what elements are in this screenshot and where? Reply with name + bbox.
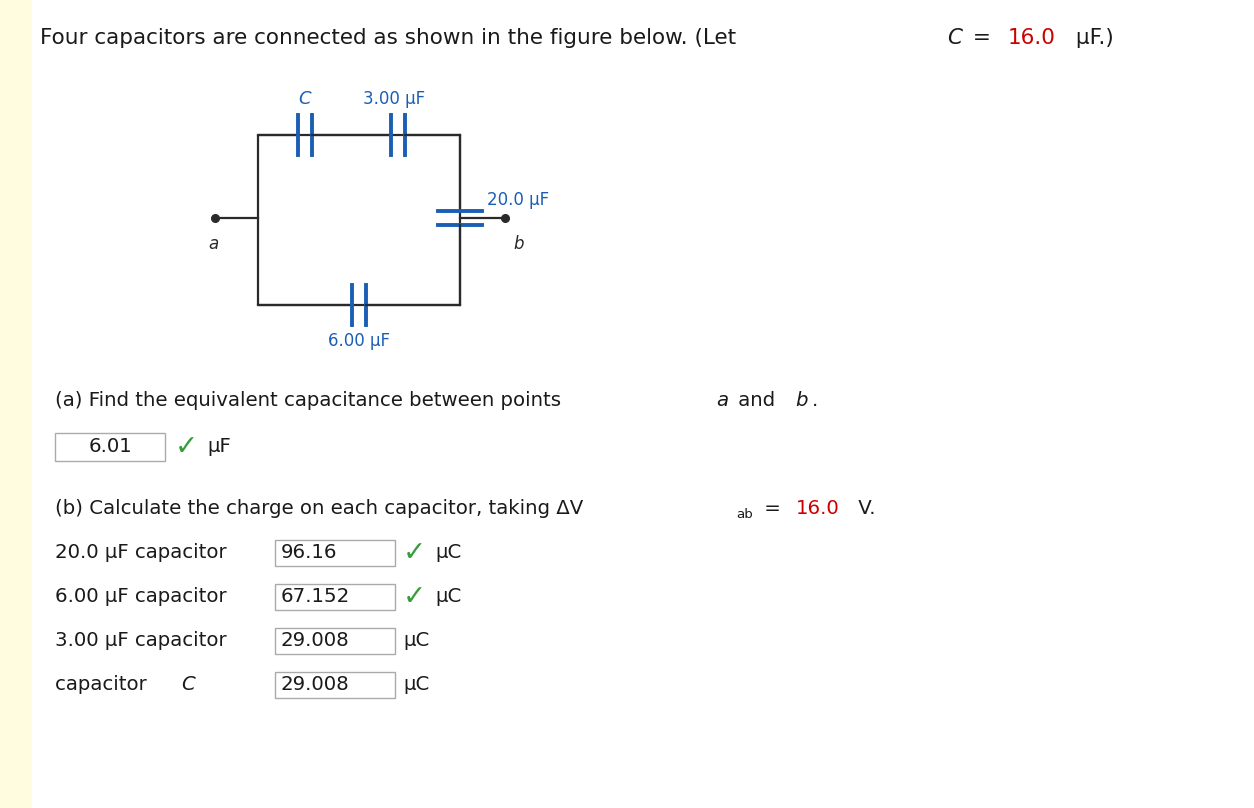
- Text: (b) Calculate the charge on each capacitor, taking ΔV: (b) Calculate the charge on each capacit…: [55, 499, 583, 517]
- FancyBboxPatch shape: [55, 433, 166, 461]
- Text: μC: μC: [403, 632, 429, 650]
- Text: C: C: [947, 28, 962, 48]
- Text: 20.0 μF capacitor: 20.0 μF capacitor: [55, 544, 227, 562]
- Text: μF: μF: [207, 437, 231, 457]
- Text: 29.008: 29.008: [281, 632, 350, 650]
- Text: 96.16: 96.16: [281, 544, 337, 562]
- Text: ✓: ✓: [403, 539, 426, 567]
- FancyBboxPatch shape: [275, 584, 395, 610]
- Text: capacitor: capacitor: [55, 675, 153, 695]
- Text: =: =: [967, 28, 998, 48]
- Text: 6.00 μF: 6.00 μF: [329, 332, 390, 350]
- Text: 3.00 μF capacitor: 3.00 μF capacitor: [55, 632, 227, 650]
- Text: μC: μC: [403, 675, 429, 695]
- Text: ✓: ✓: [176, 433, 198, 461]
- Text: 6.00 μF capacitor: 6.00 μF capacitor: [55, 587, 227, 607]
- Text: (a) Find the equivalent capacitance between points: (a) Find the equivalent capacitance betw…: [55, 390, 567, 410]
- Text: and: and: [732, 390, 781, 410]
- Text: ab: ab: [736, 507, 754, 520]
- Text: =: =: [759, 499, 788, 517]
- Text: b: b: [795, 390, 808, 410]
- Text: μC: μC: [435, 544, 461, 562]
- Text: C: C: [298, 90, 311, 108]
- Text: V.: V.: [853, 499, 875, 517]
- FancyBboxPatch shape: [275, 540, 395, 566]
- Text: 67.152: 67.152: [281, 587, 350, 607]
- Bar: [0, 0, 33, 808]
- Text: 29.008: 29.008: [281, 675, 350, 695]
- FancyBboxPatch shape: [275, 628, 395, 654]
- FancyBboxPatch shape: [275, 672, 395, 698]
- Text: ✓: ✓: [403, 583, 426, 611]
- Text: μC: μC: [435, 587, 461, 607]
- Text: 6.01: 6.01: [88, 437, 132, 457]
- Text: a: a: [208, 235, 218, 253]
- Text: 16.0: 16.0: [796, 499, 840, 517]
- Text: 20.0 μF: 20.0 μF: [487, 191, 549, 209]
- Text: .: .: [811, 390, 818, 410]
- Text: b: b: [513, 235, 523, 253]
- Text: 16.0: 16.0: [1007, 28, 1056, 48]
- Text: a: a: [716, 390, 729, 410]
- Text: μF.): μF.): [1070, 28, 1114, 48]
- Text: 3.00 μF: 3.00 μF: [362, 90, 425, 108]
- Text: C: C: [182, 675, 196, 695]
- Text: Four capacitors are connected as shown in the figure below. (Let: Four capacitors are connected as shown i…: [40, 28, 744, 48]
